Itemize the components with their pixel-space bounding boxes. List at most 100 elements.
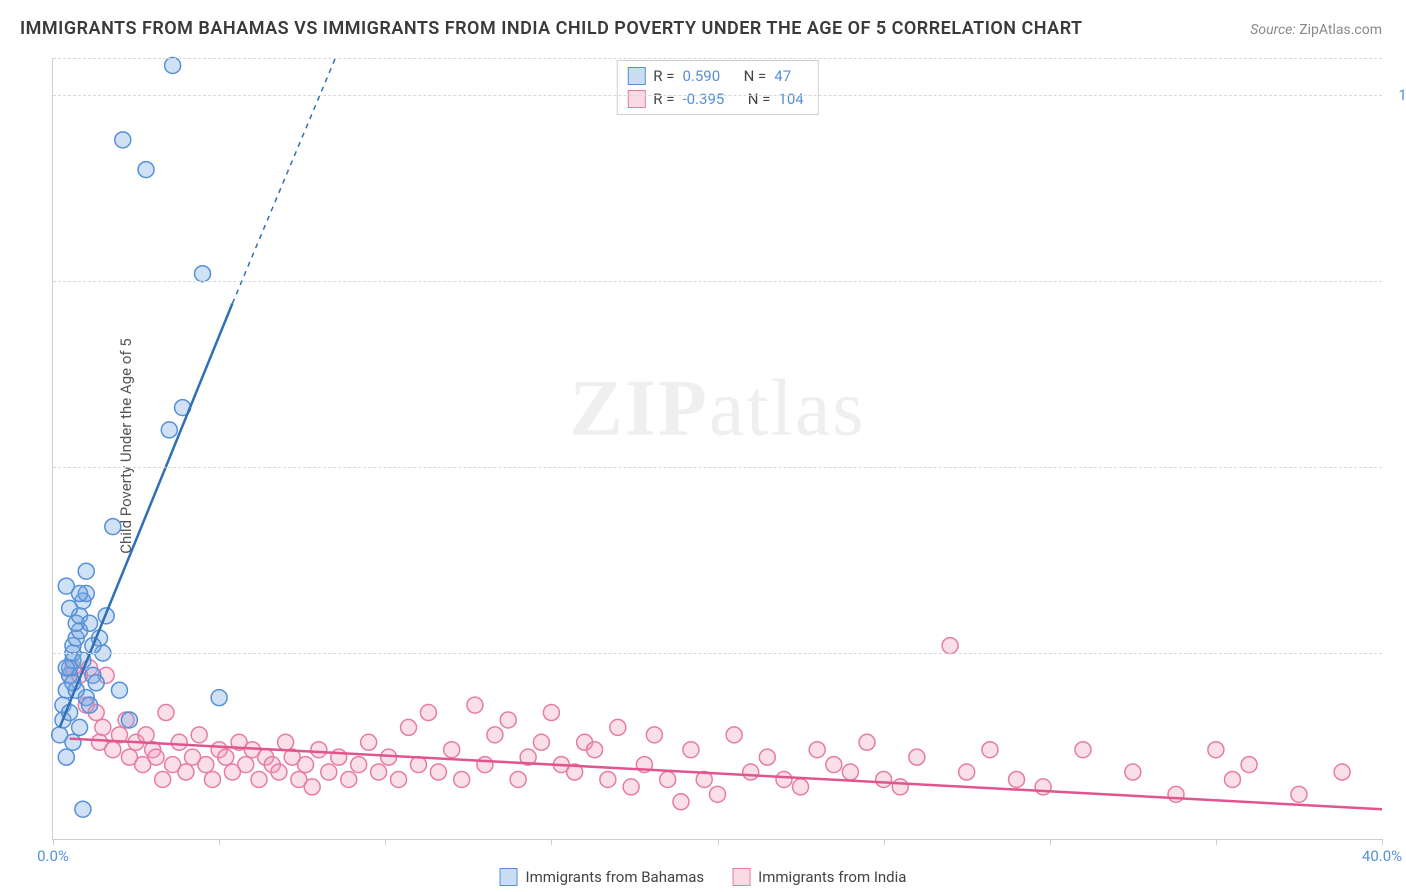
data-point-bahamas <box>111 682 127 698</box>
x-tick-mark <box>551 839 552 845</box>
x-tick-mark <box>1050 839 1051 845</box>
gridline <box>53 467 1382 468</box>
x-tick-mark <box>53 839 54 845</box>
data-point-india <box>610 719 626 735</box>
data-point-india <box>743 764 759 780</box>
data-point-india <box>1224 771 1240 787</box>
data-point-bahamas <box>165 57 181 73</box>
y-tick-label: 25.0% <box>1387 644 1406 662</box>
data-point-india <box>600 771 616 787</box>
data-point-india <box>1009 771 1025 787</box>
x-tick-mark <box>385 839 386 845</box>
data-point-bahamas <box>105 519 121 535</box>
data-point-india <box>467 697 483 713</box>
data-point-india <box>158 705 174 721</box>
data-point-india <box>410 757 426 773</box>
data-point-india <box>321 764 337 780</box>
data-point-india <box>304 779 320 795</box>
data-point-india <box>430 764 446 780</box>
legend-item-india: Immigrants from India <box>732 868 906 886</box>
data-point-india <box>371 764 387 780</box>
data-point-india <box>683 742 699 758</box>
gridline <box>53 95 1382 96</box>
data-point-india <box>1125 764 1141 780</box>
x-tick-mark <box>1216 839 1217 845</box>
data-point-india <box>178 764 194 780</box>
data-point-india <box>982 742 998 758</box>
data-point-india <box>809 742 825 758</box>
data-point-bahamas <box>72 719 88 735</box>
data-point-india <box>191 727 207 743</box>
data-point-india <box>341 771 357 787</box>
data-point-india <box>842 764 858 780</box>
data-point-india <box>361 734 377 750</box>
data-point-india <box>510 771 526 787</box>
data-point-india <box>351 757 367 773</box>
data-point-india <box>148 749 164 765</box>
gridline <box>53 653 1382 654</box>
data-point-india <box>826 757 842 773</box>
legend-label-bahamas: Immigrants from Bahamas <box>526 868 705 886</box>
data-point-bahamas <box>82 615 98 631</box>
y-tick-label: 100.0% <box>1387 86 1406 104</box>
chart-title: IMMIGRANTS FROM BAHAMAS VS IMMIGRANTS FR… <box>20 18 1083 39</box>
data-point-india <box>171 734 187 750</box>
data-point-india <box>533 734 549 750</box>
data-point-india <box>710 786 726 802</box>
data-point-bahamas <box>115 132 131 148</box>
plot-svg <box>53 58 1382 839</box>
data-point-india <box>959 764 975 780</box>
data-point-india <box>859 734 875 750</box>
correlation-chart: IMMIGRANTS FROM BAHAMAS VS IMMIGRANTS FR… <box>0 0 1406 892</box>
data-point-india <box>759 749 775 765</box>
data-point-india <box>500 712 516 728</box>
data-point-india <box>444 742 460 758</box>
x-tick-label: 40.0% <box>1362 847 1402 865</box>
data-point-india <box>673 794 689 810</box>
data-point-india <box>660 771 676 787</box>
data-point-bahamas <box>65 734 81 750</box>
data-point-india <box>391 771 407 787</box>
data-point-bahamas <box>82 697 98 713</box>
data-point-india <box>623 779 639 795</box>
gridline <box>53 58 1382 59</box>
x-tick-mark <box>219 839 220 845</box>
data-point-india <box>218 749 234 765</box>
data-point-india <box>271 764 287 780</box>
data-point-india <box>420 705 436 721</box>
data-point-india <box>1334 764 1350 780</box>
data-point-india <box>238 757 254 773</box>
data-point-india <box>1208 742 1224 758</box>
data-point-india <box>1075 742 1091 758</box>
data-point-bahamas <box>195 266 211 282</box>
bottom-legend: Immigrants from Bahamas Immigrants from … <box>500 868 907 886</box>
data-point-india <box>587 742 603 758</box>
x-tick-label: 0.0% <box>37 847 69 865</box>
x-tick-mark <box>884 839 885 845</box>
legend-swatch-bahamas-icon <box>500 868 518 886</box>
data-point-bahamas <box>78 563 94 579</box>
data-point-bahamas <box>138 162 154 178</box>
x-tick-mark <box>718 839 719 845</box>
source-label: Source: <box>1250 22 1295 38</box>
y-tick-label: 75.0% <box>1387 272 1406 290</box>
x-tick-mark <box>1382 839 1383 845</box>
data-point-bahamas <box>72 586 88 602</box>
legend-swatch-india-icon <box>732 868 750 886</box>
data-point-bahamas <box>75 801 91 817</box>
data-point-bahamas <box>211 690 227 706</box>
data-point-india <box>401 719 417 735</box>
data-point-india <box>646 727 662 743</box>
data-point-india <box>942 638 958 654</box>
data-point-india <box>105 742 121 758</box>
data-point-india <box>251 771 267 787</box>
legend-label-india: Immigrants from India <box>758 868 906 886</box>
data-point-india <box>487 727 503 743</box>
data-point-india <box>909 749 925 765</box>
data-point-india <box>298 757 314 773</box>
data-point-bahamas <box>88 675 104 691</box>
data-point-india <box>95 719 111 735</box>
legend-item-bahamas: Immigrants from Bahamas <box>500 868 705 886</box>
plot-area: ZIPatlas R = 0.590 N = 47 R = -0.395 N =… <box>52 58 1382 840</box>
data-point-bahamas <box>58 660 74 676</box>
